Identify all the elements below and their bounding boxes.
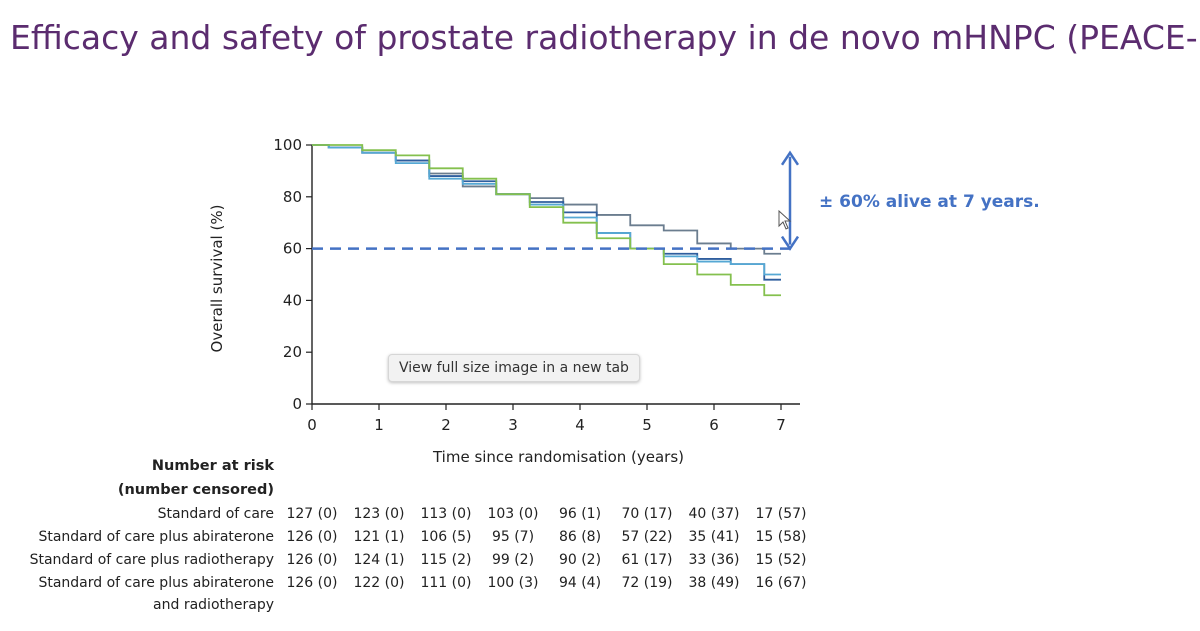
risk-cell: 111 (0)	[420, 575, 472, 591]
risk-cell: 15 (52)	[755, 552, 807, 568]
risk-cell: 40 (37)	[688, 506, 740, 522]
risk-cell: 95 (7)	[491, 529, 535, 545]
risk-cell: 99 (2)	[491, 552, 535, 568]
y-tick-label: 80	[283, 188, 302, 206]
risk-cell: 38 (49)	[688, 575, 740, 591]
x-tick-label: 4	[575, 416, 585, 434]
x-tick-label: 6	[709, 416, 719, 434]
x-tick-label: 2	[441, 416, 451, 434]
risk-cell: 103 (0)	[487, 506, 539, 522]
risk-cell: 16 (67)	[755, 575, 807, 591]
survival-curve-1	[312, 144, 781, 255]
risk-row-label: Standard of care plus radiotherapy	[29, 552, 274, 568]
series-layer	[312, 144, 781, 297]
risk-row-label: Standard of care plus abiraterone	[38, 575, 274, 591]
risk-cell: 57 (22)	[621, 529, 673, 545]
risk-row-label-line2: and radiotherapy	[153, 597, 274, 613]
risk-cell: 96 (1)	[558, 506, 602, 522]
arrow-head-down	[780, 235, 800, 251]
risk-cell: 126 (0)	[286, 529, 338, 545]
risk-cell: 100 (3)	[487, 575, 539, 591]
risk-cell: 35 (41)	[688, 529, 740, 545]
survival-curve-2	[312, 144, 781, 281]
y-tick-label: 40	[283, 291, 302, 309]
risk-cell: 106 (5)	[420, 529, 472, 545]
risk-row-label: Standard of care	[157, 506, 274, 522]
risk-cell: 126 (0)	[286, 552, 338, 568]
risk-heading-sub: (number censored)	[117, 482, 274, 498]
x-axis: 0 1 2 3 4 5 6 7	[307, 403, 800, 434]
y-tick-label: 60	[283, 240, 302, 258]
risk-cell: 113 (0)	[420, 506, 472, 522]
risk-cell: 115 (2)	[420, 552, 472, 568]
risk-cell: 126 (0)	[286, 575, 338, 591]
risk-cell: 94 (4)	[558, 575, 602, 591]
arrow-head-up	[780, 150, 800, 166]
risk-cell: 33 (36)	[688, 552, 740, 568]
x-tick-label: 7	[776, 416, 786, 434]
risk-row-label: Standard of care plus abiraterone	[38, 529, 274, 545]
y-tick-label: 100	[273, 136, 302, 154]
x-tick-label: 3	[508, 416, 518, 434]
survival-curve-3	[312, 144, 781, 276]
x-tick-label: 1	[374, 416, 384, 434]
view-full-size-tooltip[interactable]: View full size image in a new tab	[388, 354, 640, 382]
risk-cell: 124 (1)	[353, 552, 405, 568]
risk-cell: 122 (0)	[353, 575, 405, 591]
x-tick-label: 0	[307, 416, 317, 434]
x-axis-title: Time since randomisation (years)	[432, 448, 684, 466]
risk-cell: 86 (8)	[558, 529, 602, 545]
annotation-double-arrow	[780, 150, 800, 251]
x-tick-label: 5	[642, 416, 652, 434]
slide-title: Efficacy and safety of prostate radiothe…	[10, 18, 1200, 57]
risk-cell: 127 (0)	[286, 506, 338, 522]
survival-curve-4	[312, 144, 781, 297]
risk-cell: 15 (58)	[755, 529, 807, 545]
annotation-text: ± 60% alive at 7 years.	[819, 192, 1040, 212]
mouse-cursor-icon	[778, 209, 792, 230]
y-axis-title: Overall survival (%)	[208, 205, 226, 353]
y-axis: 0 20 40 60 80 100	[273, 136, 313, 413]
y-tick-label: 0	[292, 395, 302, 413]
risk-cell: 90 (2)	[558, 552, 602, 568]
risk-cell: 70 (17)	[621, 506, 673, 522]
risk-cell: 121 (1)	[353, 529, 405, 545]
risk-cell: 123 (0)	[353, 506, 405, 522]
y-tick-label: 20	[283, 343, 302, 361]
risk-cell: 61 (17)	[621, 552, 673, 568]
risk-heading: Number at risk	[151, 458, 274, 474]
risk-cell: 17 (57)	[755, 506, 807, 522]
risk-cell: 72 (19)	[621, 575, 673, 591]
